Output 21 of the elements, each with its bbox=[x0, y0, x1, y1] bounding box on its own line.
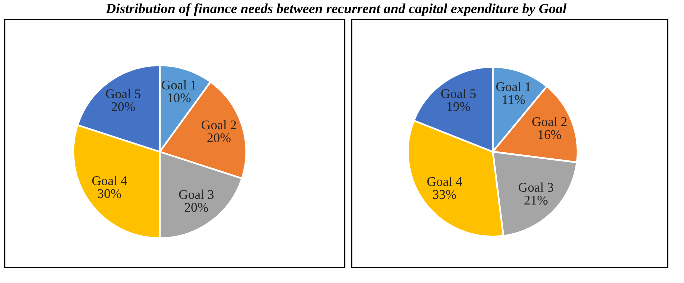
slice-label: Goal 2 bbox=[202, 120, 236, 130]
slice-label: Goal 1 bbox=[496, 82, 531, 92]
data-label: 20% bbox=[185, 203, 208, 212]
slice-label: Goal 5 bbox=[106, 89, 141, 99]
data-label: 19% bbox=[448, 102, 470, 112]
data-label: 20% bbox=[112, 102, 136, 112]
slice-label: Goal 2 bbox=[532, 117, 567, 126]
slice-label: Goal 3 bbox=[518, 182, 554, 192]
slice-label: Goal 5 bbox=[441, 89, 476, 98]
data-label: 33% bbox=[433, 190, 456, 200]
data-label: 10% bbox=[168, 94, 191, 103]
slice-label: Goal 4 bbox=[92, 176, 128, 186]
data-label: 21% bbox=[524, 196, 548, 205]
data-label: 20% bbox=[208, 134, 231, 143]
slice-label: Goal 1 bbox=[162, 80, 196, 90]
data-label: 16% bbox=[538, 130, 562, 140]
data-label: 11% bbox=[503, 95, 526, 104]
data-label: 30% bbox=[98, 189, 122, 198]
slice-label: Goal 3 bbox=[179, 190, 214, 200]
slice-label: Goal 4 bbox=[428, 177, 462, 186]
text: Distribution of finance needs between recurrent and capital expenditure by Goal bbox=[106, 4, 567, 16]
